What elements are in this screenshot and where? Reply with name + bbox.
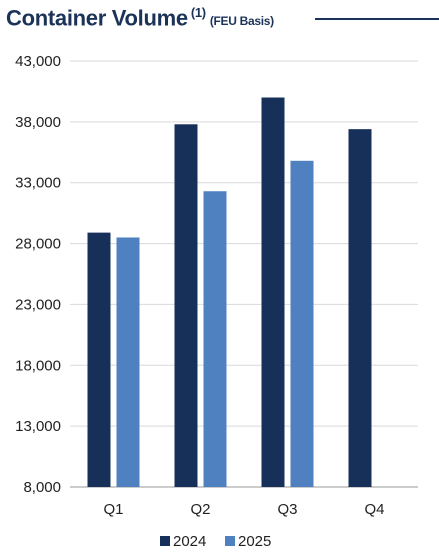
bar-2024-q3 (261, 97, 285, 487)
x-tick-label: Q3 (277, 501, 297, 518)
bar-2025-q2 (203, 191, 227, 487)
bars (87, 97, 372, 487)
y-tick-label: 33,000 (15, 175, 61, 192)
legend-label-2025: 2025 (238, 533, 271, 550)
x-tick-label: Q1 (103, 501, 123, 518)
y-tick-label: 28,000 (15, 236, 61, 253)
y-tick-label: 23,000 (15, 296, 61, 313)
legend-swatch-2025 (225, 536, 235, 546)
chart-title-text: Container Volume (6, 5, 188, 31)
bar-2024-q1 (87, 232, 111, 487)
bar-2025-q1 (116, 237, 140, 487)
legend-swatch-2024 (160, 536, 170, 546)
legend-label-2024: 2024 (173, 533, 206, 550)
title-rule (315, 18, 439, 20)
bar-2024-q4 (348, 129, 372, 487)
chart-title: Container Volume (1)(FEU Basis) (6, 5, 274, 31)
x-axis-ticks: Q1 Q2 Q3 Q4 (103, 501, 384, 518)
y-tick-label: 18,000 (15, 357, 61, 374)
bar-2024-q2 (174, 124, 198, 487)
y-tick-label: 43,000 (15, 53, 61, 70)
x-tick-label: Q2 (190, 501, 210, 518)
x-tick-label: Q4 (364, 501, 384, 518)
chart-subtitle: (FEU Basis) (209, 14, 274, 29)
chart-header: Container Volume (1)(FEU Basis) (6, 2, 439, 34)
y-tick-label: 8,000 (23, 479, 61, 496)
y-tick-label: 13,000 (15, 418, 61, 435)
footnote-marker: (1) (190, 5, 206, 20)
bar-2025-q3 (290, 160, 314, 487)
legend: 2024 2025 (160, 533, 271, 550)
y-tick-label: 38,000 (15, 114, 61, 131)
y-axis-ticks: 8,000 13,000 18,000 23,000 28,000 33,000 38,00… (15, 53, 61, 496)
